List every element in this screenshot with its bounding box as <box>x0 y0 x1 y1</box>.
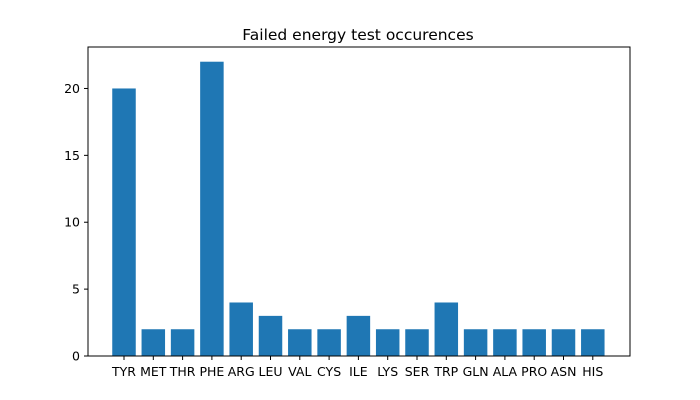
x-tick-label-lys: LYS <box>377 364 398 379</box>
bar-trp <box>434 302 459 356</box>
y-tick-label: 10 <box>64 215 80 230</box>
x-tick-label-phe: PHE <box>199 364 224 379</box>
axes-frame <box>87 46 631 357</box>
bar-cys <box>317 329 341 356</box>
bar-asn <box>551 329 576 356</box>
x-tick-label-gln: GLN <box>463 364 489 379</box>
x-tick-label-arg: ARG <box>228 364 255 379</box>
bar-ile <box>346 315 371 356</box>
bar-his <box>581 329 605 356</box>
x-tick-label-pro: PRO <box>521 364 547 379</box>
y-tick-label: 15 <box>64 148 80 163</box>
bar-ala <box>493 329 517 356</box>
plot-area: 0 5 10 15 20 TYR MET THR PHE ARG LEU VAL CYS ILE LYS SE… <box>64 46 631 379</box>
bar-lys <box>375 329 400 356</box>
x-tick-label-tyr: TYR <box>111 364 136 379</box>
y-tick-label: 5 <box>72 282 80 297</box>
x-tick-label-met: MET <box>140 364 167 379</box>
x-tick-label-thr: THR <box>169 364 196 379</box>
bar-leu <box>258 315 283 356</box>
x-tick-label-ser: SER <box>405 364 430 379</box>
x-tick-label-asn: ASN <box>551 364 577 379</box>
x-tick-label-ala: ALA <box>493 364 518 379</box>
x-tick-label-val: VAL <box>288 364 311 379</box>
bar-ser <box>405 329 429 356</box>
bar-thr <box>170 329 195 356</box>
bar-pro <box>522 329 546 356</box>
bar-val <box>288 329 312 356</box>
bar-arg <box>229 302 253 356</box>
x-tick-label-his: HIS <box>582 364 603 379</box>
y-tick-label: 20 <box>64 81 80 96</box>
x-tick-label-leu: LEU <box>258 364 282 379</box>
y-tick-label: 0 <box>72 349 80 364</box>
x-tick-label-trp: TRP <box>433 364 458 379</box>
chart-title: Failed energy test occurences <box>242 26 473 44</box>
x-tick-label-ile: ILE <box>349 364 368 379</box>
bar-tyr <box>112 88 136 356</box>
bar-met <box>141 329 166 356</box>
x-tick-label-cys: CYS <box>317 364 341 379</box>
bar-phe <box>200 61 224 357</box>
bar-gln <box>463 329 488 356</box>
